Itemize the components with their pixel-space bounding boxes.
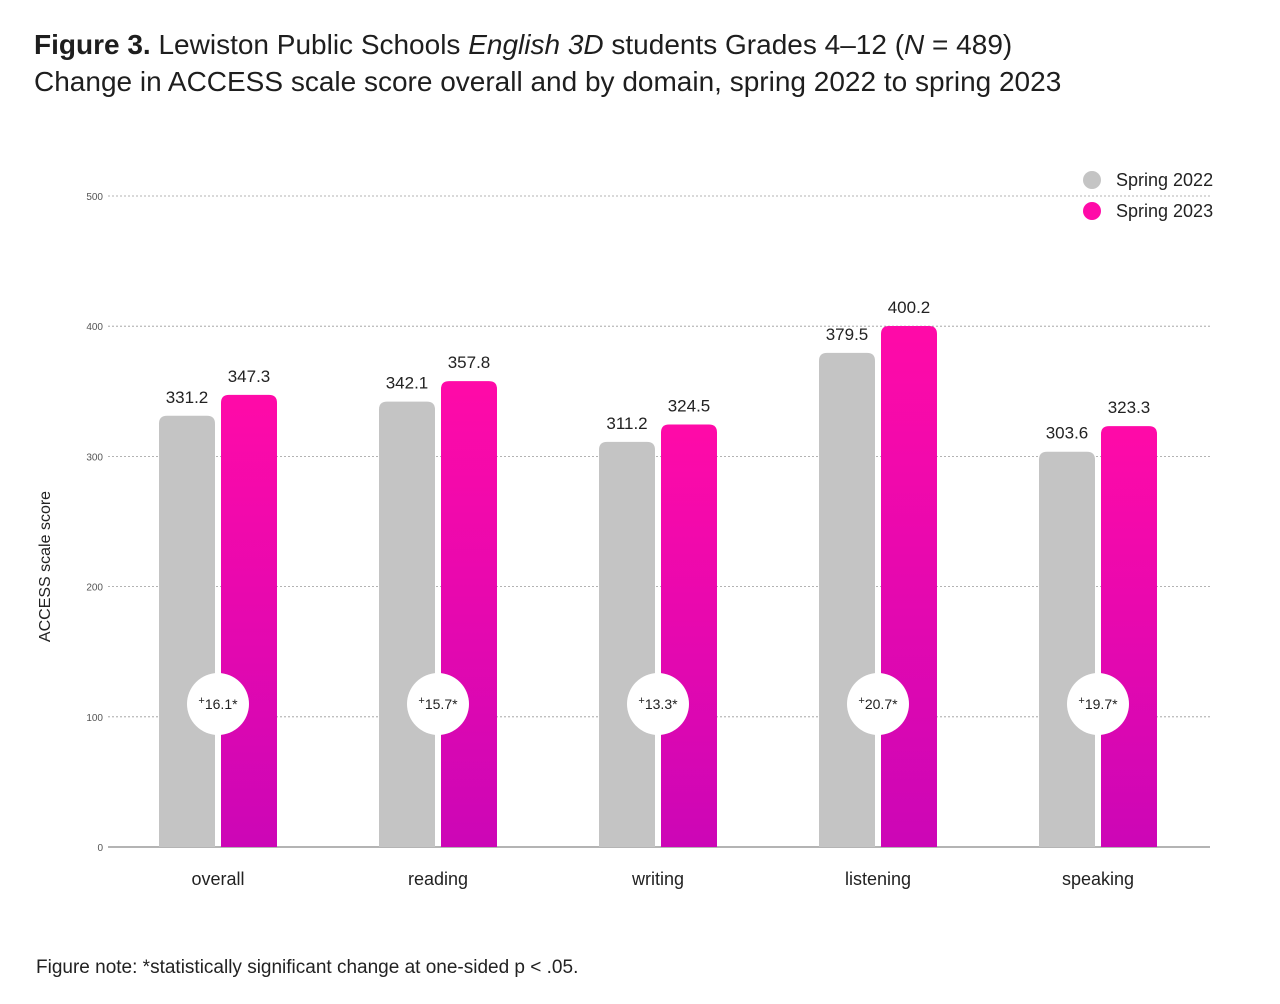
bar-spring-2022-reading: [379, 401, 435, 847]
change-badge: [847, 673, 909, 735]
change-badge: [1067, 673, 1129, 735]
bar-spring-2023-listening: [881, 325, 937, 848]
change-badge: [407, 673, 469, 735]
bar-spring-2023-overall: [221, 394, 277, 847]
data-label-spring-2022: 379.5: [826, 325, 869, 344]
legend-swatch-spring-2023: [1083, 202, 1101, 220]
bar-spring-2023-speaking: [1101, 426, 1157, 847]
change-label: +19.7*: [1078, 695, 1118, 712]
y-axis-label: ACCESS scale score: [37, 491, 54, 642]
bar-spring-2023-writing: [661, 424, 717, 847]
labels: 0 100 200 300 400 500 ACCESS scale score 331.2 3…: [37, 192, 1150, 889]
chart-subtitle: Change in ACCESS scale score overall and…: [34, 66, 1062, 97]
data-label-spring-2022: 342.1: [386, 374, 429, 393]
figure-note: Figure note: *statistically significant …: [36, 957, 579, 978]
y-tick-label: 0: [97, 843, 103, 854]
data-label-spring-2023: 400.2: [888, 298, 931, 317]
data-label-spring-2022: 311.2: [606, 414, 647, 433]
x-tick-label-speaking: speaking: [1062, 869, 1134, 889]
grid: [108, 195, 1210, 848]
chart-title: Figure 3. Lewiston Public Schools Englis…: [34, 26, 1254, 100]
x-tick-label-overall: overall: [191, 869, 244, 889]
change-badge: [627, 673, 689, 735]
legend-swatch-spring-2022: [1083, 171, 1101, 189]
program-name: English 3D: [468, 29, 604, 60]
title-text-a: Lewiston Public Schools: [150, 29, 469, 60]
bars: [159, 325, 1157, 848]
bar-spring-2022-overall: [159, 415, 215, 847]
bar-spring-2022-speaking: [1039, 451, 1095, 847]
data-label-spring-2022: 331.2: [166, 388, 209, 407]
data-label-spring-2023: 324.5: [668, 397, 711, 416]
y-tick-label: 500: [86, 192, 103, 203]
data-label-spring-2023: 347.3: [228, 367, 271, 386]
change-label: +20.7*: [858, 695, 898, 712]
change-label: +13.3*: [638, 695, 678, 712]
data-label-spring-2023: 357.8: [448, 353, 491, 372]
x-tick-label-listening: listening: [845, 869, 911, 889]
y-tick-label: 400: [86, 322, 103, 333]
title-text-b: students Grades 4–12 (: [603, 29, 905, 60]
legend: Spring 2022 Spring 2023: [1083, 170, 1213, 221]
y-tick-label: 200: [86, 583, 103, 594]
bar-spring-2022-writing: [599, 441, 655, 847]
bar-spring-2022-listening: [819, 352, 875, 847]
title-text-c: = 489): [924, 29, 1013, 60]
y-tick-label: 100: [86, 713, 103, 724]
legend-label-spring-2022: Spring 2022: [1116, 170, 1213, 190]
y-tick-label: 300: [86, 452, 103, 463]
change-badge: [187, 673, 249, 735]
change-label: +16.1*: [198, 695, 238, 712]
change-label: +15.7*: [418, 695, 458, 712]
x-tick-label-reading: reading: [408, 869, 468, 889]
n-symbol: N: [904, 29, 925, 60]
title-line-1: Figure 3. Lewiston Public Schools Englis…: [34, 26, 1254, 63]
x-tick-label-writing: writing: [631, 869, 684, 889]
bar-spring-2023-reading: [441, 381, 497, 847]
data-label-spring-2022: 303.6: [1046, 424, 1089, 443]
legend-label-spring-2023: Spring 2023: [1116, 201, 1213, 221]
data-label-spring-2023: 323.3: [1108, 398, 1151, 417]
figure-label: Figure 3.: [34, 29, 151, 60]
